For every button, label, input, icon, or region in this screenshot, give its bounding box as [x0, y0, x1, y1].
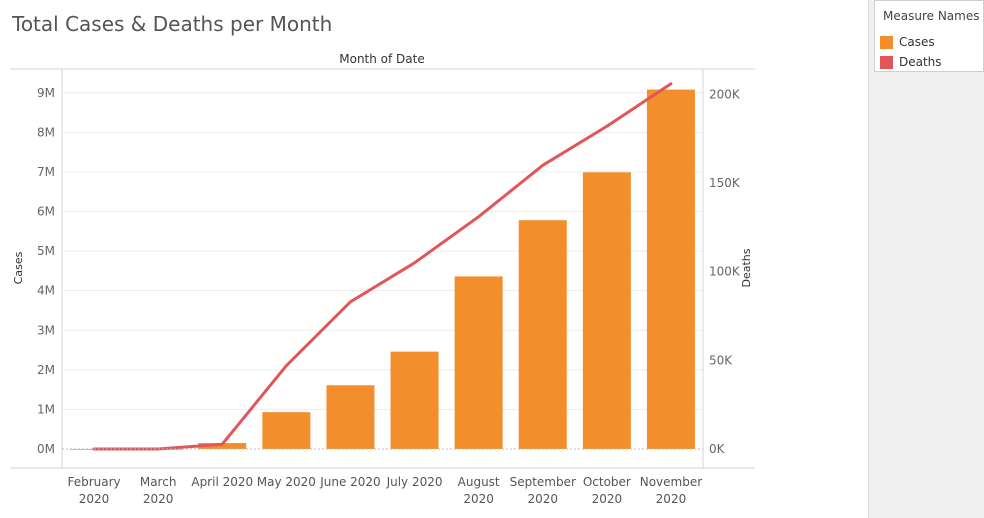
left-axis-title: Cases — [12, 251, 25, 284]
x-tick-label: November — [640, 475, 702, 489]
legend-label-deaths: Deaths — [899, 55, 942, 69]
bar-cases[interactable] — [582, 172, 631, 449]
deaths-line-series — [92, 82, 673, 451]
x-tick-label: 2020 — [527, 492, 558, 506]
right-y-axis: 0K 50K 100K 150K 200K — [702, 69, 741, 468]
left-tick-label: 0M — [37, 442, 55, 456]
chart-title: Total Cases & Deaths per Month — [12, 12, 333, 36]
x-tick-label: March — [140, 475, 177, 489]
legend-title: Measure Names — [883, 9, 980, 23]
chart-canvas: Month of Date 0M 1M 2M 3M 4M 5M 6M 7M 8M 9M 0K 50K… — [10, 52, 755, 506]
x-tick-label: 2020 — [656, 492, 687, 506]
x-tick-label: July 2020 — [386, 475, 443, 489]
left-y-axis: 0M 1M 2M 3M 4M 5M 6M 7M 8M 9M — [37, 69, 63, 468]
bar-cases[interactable] — [198, 443, 247, 449]
x-tick-label: August — [458, 475, 500, 489]
line-deaths[interactable] — [92, 82, 673, 451]
legend-label-cases: Cases — [899, 35, 935, 49]
cases-bars — [70, 89, 695, 450]
x-tick-label: 2020 — [143, 492, 174, 506]
x-tick-label: 2020 — [79, 492, 110, 506]
right-tick-label: 200K — [709, 87, 741, 101]
bar-cases[interactable] — [326, 385, 375, 449]
x-tick-label: 2020 — [592, 492, 623, 506]
bar-cases[interactable] — [454, 276, 503, 449]
left-tick-label: 3M — [37, 323, 55, 337]
bar-cases[interactable] — [518, 220, 567, 449]
right-tick-label: 50K — [709, 353, 733, 367]
right-tick-label: 100K — [709, 265, 741, 279]
x-tick-label: September — [510, 475, 576, 489]
bar-cases[interactable] — [646, 89, 695, 449]
x-tick-label: October — [583, 475, 631, 489]
x-tick-label: May 2020 — [257, 475, 316, 489]
right-panel — [868, 0, 984, 518]
legend: Measure Names Cases Deaths — [874, 0, 984, 72]
left-tick-label: 5M — [37, 244, 55, 258]
x-tick-label: April 2020 — [191, 475, 253, 489]
left-tick-label: 8M — [37, 125, 55, 139]
left-tick-label: 9M — [37, 86, 55, 100]
left-tick-label: 7M — [37, 165, 55, 179]
x-tick-label: 2020 — [463, 492, 494, 506]
bar-cases[interactable] — [390, 351, 439, 449]
legend-swatch-cases — [880, 35, 893, 49]
x-tick-label: February — [67, 475, 120, 489]
right-tick-label: 150K — [709, 176, 741, 190]
legend-item-cases[interactable]: Cases — [880, 35, 935, 49]
left-tick-label: 1M — [37, 402, 55, 416]
legend-swatch-deaths — [880, 55, 893, 69]
left-tick-label: 4M — [37, 284, 55, 298]
legend-item-deaths[interactable]: Deaths — [880, 55, 942, 69]
bar-cases[interactable] — [262, 412, 311, 449]
right-axis-title: Deaths — [740, 248, 753, 287]
left-tick-label: 6M — [37, 205, 55, 219]
x-axis-title: Month of Date — [339, 52, 425, 66]
x-tick-label: June 2020 — [319, 475, 381, 489]
right-tick-label: 0K — [709, 442, 726, 456]
left-tick-label: 2M — [37, 363, 55, 377]
